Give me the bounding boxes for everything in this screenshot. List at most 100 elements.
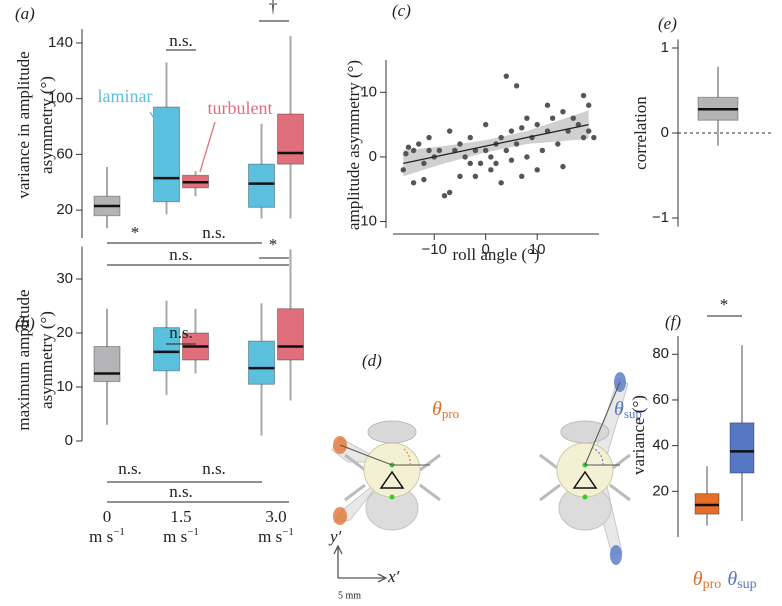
point bbox=[462, 154, 468, 160]
point bbox=[421, 176, 427, 183]
fit-line bbox=[403, 123, 589, 165]
fly-pro bbox=[331, 420, 441, 531]
significance-label: * bbox=[720, 295, 729, 314]
unit: m s bbox=[89, 527, 113, 546]
point bbox=[580, 92, 587, 99]
point bbox=[426, 147, 432, 154]
point bbox=[400, 167, 406, 173]
significance-label: n.s. bbox=[202, 459, 226, 478]
point bbox=[410, 180, 417, 186]
significance-label: n.s. bbox=[118, 459, 142, 478]
symbol: θ bbox=[727, 568, 737, 590]
point bbox=[405, 144, 412, 150]
y-axis-label: correlation bbox=[631, 96, 650, 170]
y-tick-label: 40 bbox=[652, 437, 669, 454]
box bbox=[153, 327, 180, 372]
point bbox=[441, 192, 448, 199]
triangle bbox=[572, 470, 598, 489]
point bbox=[586, 128, 592, 134]
axis-y-label: y′ bbox=[328, 527, 342, 546]
point bbox=[403, 150, 409, 157]
legs bbox=[539, 453, 631, 502]
box bbox=[277, 308, 304, 361]
y-tick-label: 60 bbox=[652, 391, 669, 408]
y-tick-label: 0 bbox=[65, 432, 73, 449]
y-axis-label: variance (°) bbox=[629, 395, 648, 475]
point bbox=[498, 134, 504, 141]
point bbox=[498, 180, 504, 186]
point bbox=[503, 73, 509, 79]
legend-label: laminar bbox=[98, 86, 153, 106]
point bbox=[410, 147, 417, 154]
scale-label: 5 mm bbox=[338, 590, 361, 601]
x-tick-label: 1.5 bbox=[170, 507, 191, 526]
y-tick-label: 0 bbox=[661, 124, 669, 141]
x-tick-label: 3.0 bbox=[265, 507, 286, 526]
panel-label: (c) bbox=[392, 1, 411, 20]
x-tick-label: 0 bbox=[482, 241, 490, 258]
y-tick-label: 20 bbox=[56, 324, 73, 341]
y-tick-label: 80 bbox=[652, 345, 669, 362]
box bbox=[729, 422, 755, 474]
axis-x-label: x′ bbox=[387, 567, 400, 586]
angle-label: θpro bbox=[432, 398, 459, 421]
legend-label: turbulent bbox=[208, 98, 273, 118]
y-axis-label: amplitude asymmetry (°) bbox=[344, 60, 363, 230]
significance-label: n.s. bbox=[169, 31, 193, 50]
y-tick-label: −1 bbox=[652, 209, 669, 226]
point bbox=[524, 154, 530, 160]
point bbox=[560, 108, 566, 115]
point bbox=[513, 83, 520, 89]
point bbox=[580, 134, 587, 141]
subscript: pro bbox=[703, 577, 722, 592]
significance-label: n.s. bbox=[169, 482, 193, 501]
y-axis-label: asymmetry (°) bbox=[37, 311, 56, 409]
angle-arc bbox=[403, 448, 411, 466]
symbol: θ bbox=[693, 568, 703, 590]
fly-sup bbox=[539, 372, 631, 565]
panel-label: (d) bbox=[362, 351, 382, 370]
point bbox=[549, 115, 556, 121]
point bbox=[544, 102, 551, 108]
box bbox=[277, 113, 304, 165]
y-tick-label: −10 bbox=[352, 213, 377, 230]
y-axis-label: maximum amplitude bbox=[14, 289, 33, 430]
head bbox=[367, 420, 417, 444]
point bbox=[483, 121, 489, 128]
point bbox=[586, 102, 592, 108]
point bbox=[488, 167, 494, 173]
point bbox=[503, 147, 509, 154]
point bbox=[472, 173, 479, 180]
unit-exponent: −1 bbox=[187, 526, 199, 538]
box bbox=[93, 346, 121, 383]
x-unit: m s−1 bbox=[163, 526, 199, 546]
point bbox=[524, 115, 530, 121]
panel-label: (b) bbox=[15, 314, 35, 333]
significance-label: n.s. bbox=[169, 323, 193, 342]
panel-label: (f) bbox=[665, 312, 681, 331]
panel-label: (e) bbox=[658, 14, 677, 33]
point bbox=[560, 163, 566, 170]
y-tick-label: 20 bbox=[56, 201, 73, 218]
point bbox=[477, 160, 484, 167]
x-tick-label: θsup bbox=[727, 568, 756, 593]
wingtip-marker bbox=[610, 545, 622, 565]
thorax bbox=[363, 442, 421, 498]
legend-leader bbox=[199, 121, 216, 173]
x-tick-label: 0 bbox=[103, 507, 112, 526]
point bbox=[488, 154, 494, 160]
y-tick-label: 10 bbox=[56, 378, 73, 395]
y-tick-label: 10 bbox=[360, 83, 377, 100]
legend-leader bbox=[149, 111, 171, 145]
significance-label: n.s. bbox=[169, 245, 193, 264]
unit-exponent: −1 bbox=[282, 526, 294, 538]
marker-dot bbox=[389, 494, 395, 500]
box bbox=[248, 340, 275, 385]
point bbox=[555, 141, 561, 147]
point bbox=[467, 134, 473, 141]
point bbox=[457, 141, 463, 147]
significance-label: † bbox=[269, 0, 278, 16]
y-axis-label: asymmetry (°) bbox=[37, 76, 56, 174]
point bbox=[519, 173, 525, 180]
point bbox=[416, 141, 422, 147]
